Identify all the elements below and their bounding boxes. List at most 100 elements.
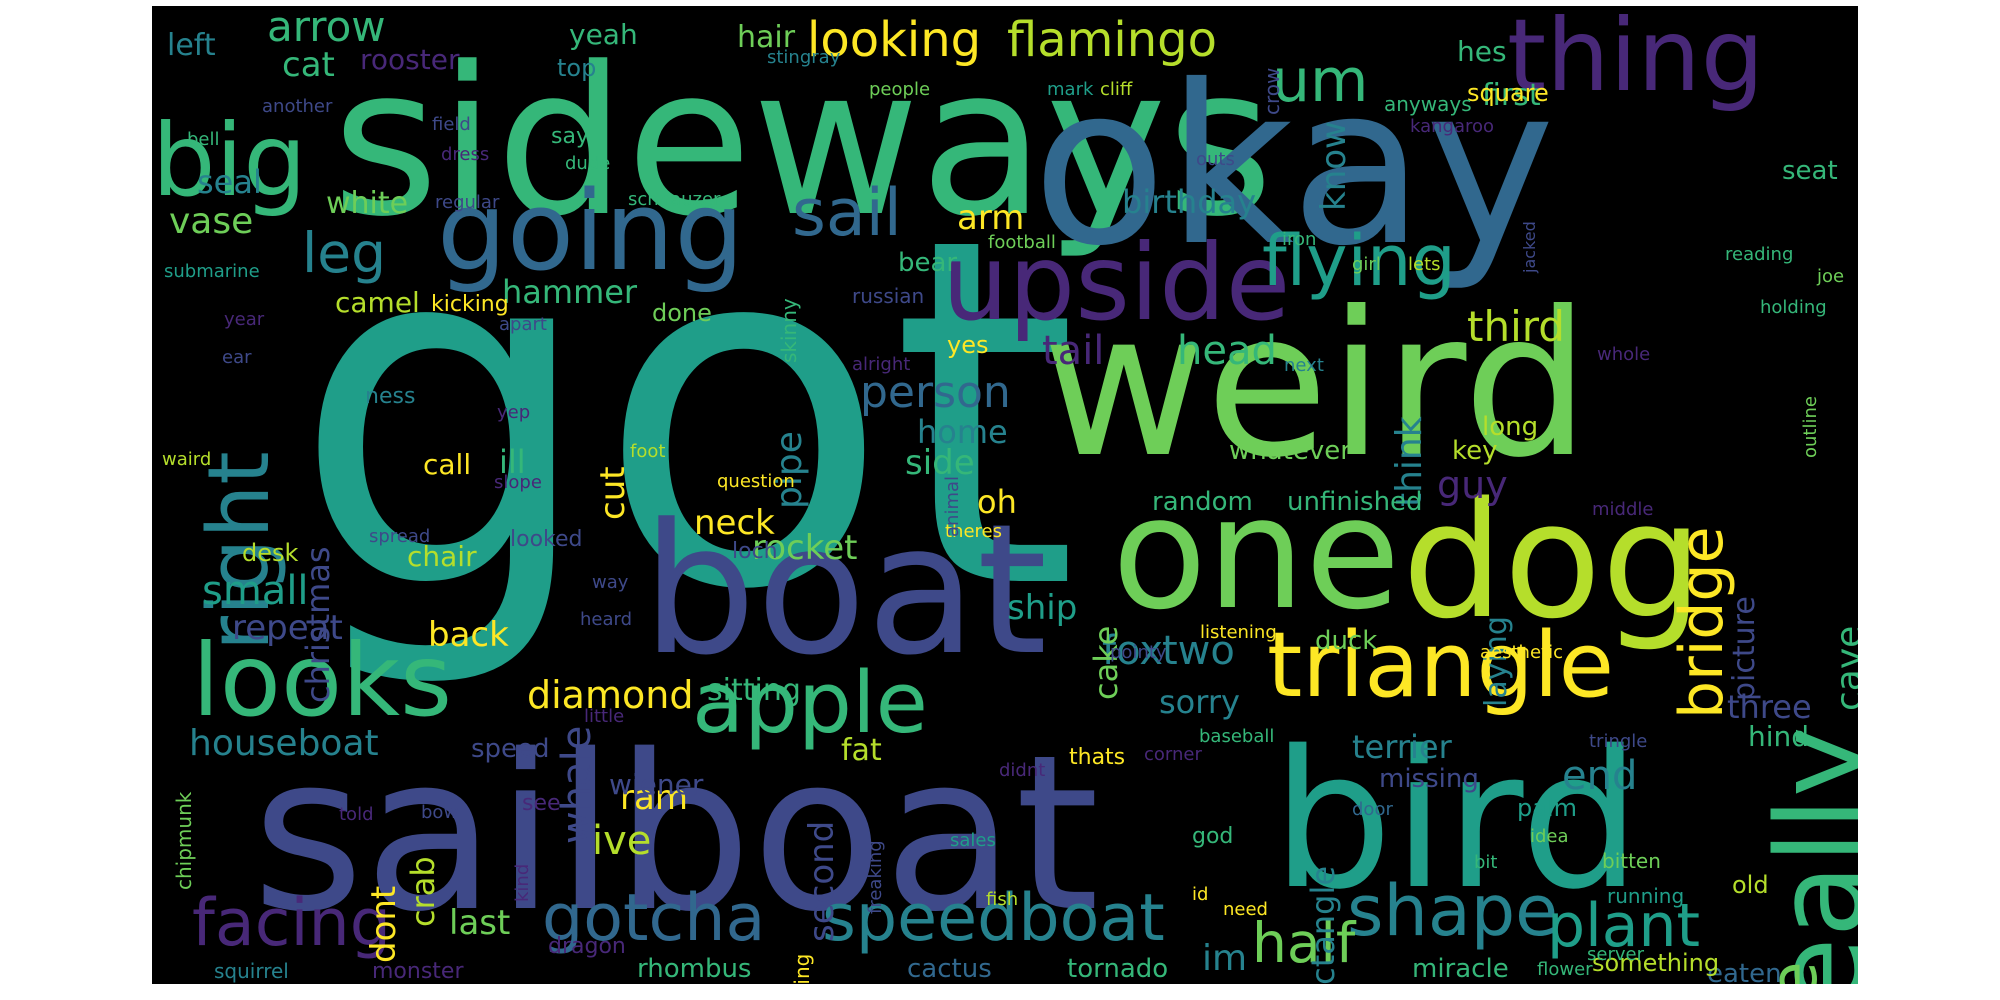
word-something: something bbox=[1592, 949, 1720, 977]
word-left: left bbox=[167, 28, 216, 63]
word-really: really bbox=[1752, 726, 1858, 984]
word-guy: guy bbox=[1437, 463, 1508, 507]
word-picture: picture bbox=[1727, 596, 1762, 701]
word-people: people bbox=[869, 79, 931, 100]
word-key: key bbox=[1452, 436, 1498, 466]
word-chair: chair bbox=[407, 540, 477, 573]
word-theres: theres bbox=[945, 521, 1002, 542]
word-diamond: diamond bbox=[527, 673, 694, 717]
word-stingray: stingray bbox=[767, 47, 841, 68]
word-seal: seal bbox=[197, 163, 262, 201]
word-corner: corner bbox=[1144, 744, 1202, 765]
word-joe: joe bbox=[1817, 266, 1845, 287]
word-baseball: baseball bbox=[1199, 726, 1275, 747]
word-pointy: pointy bbox=[1110, 642, 1167, 663]
word-little: little bbox=[584, 706, 625, 727]
word-alright: alright bbox=[852, 354, 911, 375]
word-eaten: eaten bbox=[1707, 959, 1782, 984]
word-iron: iron bbox=[1282, 229, 1317, 250]
word-animal: animal bbox=[942, 475, 963, 537]
word-arm: arm bbox=[957, 198, 1025, 238]
word-anyways: anyways bbox=[1384, 92, 1472, 116]
word-whale: whale bbox=[554, 725, 600, 844]
word-ship: ship bbox=[1007, 588, 1078, 628]
word-one: one bbox=[1112, 463, 1401, 644]
word-aesthetic: aesthetic bbox=[1480, 642, 1563, 663]
word-side: side bbox=[905, 443, 975, 483]
word-arrow: arrow bbox=[267, 6, 386, 51]
word-dress: dress bbox=[441, 144, 490, 165]
word-flamingo: flamingo bbox=[1007, 12, 1217, 68]
word-tornado: tornado bbox=[1067, 954, 1169, 984]
word-sitting: sitting bbox=[707, 673, 801, 708]
word-sailboat: sailboat bbox=[252, 708, 1100, 959]
word-seat: seat bbox=[1782, 156, 1838, 186]
word-random: random bbox=[1152, 487, 1253, 517]
word-bow: bow bbox=[421, 802, 459, 823]
word-person: person bbox=[860, 367, 1011, 418]
word-sideways: sideways bbox=[332, 24, 1274, 262]
word-chipmunk: chipmunk bbox=[172, 791, 196, 890]
word-triangle: triangle bbox=[1267, 613, 1614, 718]
word-yep: yep bbox=[497, 402, 531, 423]
word-need: need bbox=[1223, 899, 1268, 920]
word-crab: crab bbox=[404, 856, 442, 927]
word-sales: sales bbox=[950, 830, 996, 851]
word-jacked: jacked bbox=[1520, 221, 1539, 273]
word-ness: ness bbox=[365, 384, 416, 409]
word-facing: facing bbox=[192, 886, 391, 961]
word-dont: dont bbox=[364, 885, 404, 963]
word-shape: shape bbox=[1347, 870, 1559, 952]
word-lets: lets bbox=[1408, 254, 1441, 275]
word-done: done bbox=[652, 299, 712, 327]
word-old: old bbox=[1732, 871, 1769, 899]
word-kicking: kicking bbox=[431, 292, 509, 317]
word-russian: russian bbox=[852, 284, 925, 308]
word-schnauzer: schnauzer bbox=[628, 189, 721, 210]
word-hair: hair bbox=[737, 20, 796, 55]
word-bell: bell bbox=[187, 129, 220, 150]
word-apart: apart bbox=[499, 314, 547, 335]
word-know: know bbox=[1314, 121, 1354, 211]
word-bear: bear bbox=[898, 248, 958, 278]
word-year: year bbox=[224, 309, 265, 330]
word-sorry: sorry bbox=[1159, 683, 1240, 721]
word-thats: thats bbox=[1069, 745, 1126, 770]
word-bird: bird bbox=[1272, 710, 1641, 931]
word-plant: plant bbox=[1547, 891, 1701, 961]
word-dude: dude bbox=[565, 153, 611, 174]
word-rhombus: rhombus bbox=[637, 954, 752, 984]
word-regular: regular bbox=[435, 192, 500, 213]
word-wiener: wiener bbox=[609, 768, 704, 801]
word-speedboat: speedboat bbox=[822, 881, 1165, 956]
word-hind: hind bbox=[1748, 720, 1810, 753]
word-tail: tail bbox=[1042, 328, 1105, 374]
word-bit: bit bbox=[1474, 852, 1498, 873]
word-yes: yes bbox=[947, 331, 989, 359]
word-outline: outline bbox=[1800, 396, 1821, 458]
word-cave: cave bbox=[1829, 625, 1858, 711]
word-back: back bbox=[428, 615, 509, 655]
word-dog: dog bbox=[1402, 467, 1704, 654]
word-girl: girl bbox=[1352, 254, 1381, 275]
word-cut: cut bbox=[593, 466, 633, 520]
word-outs: outs bbox=[1196, 149, 1235, 170]
word-football: football bbox=[988, 232, 1056, 253]
word-kind: kind bbox=[512, 863, 533, 902]
word-white: white bbox=[326, 186, 409, 221]
word-crow: crow bbox=[1260, 67, 1284, 115]
word-third: third bbox=[1467, 302, 1565, 351]
word-rectangle: rectangle bbox=[1304, 865, 1342, 984]
word-apple: apple bbox=[692, 654, 928, 753]
word-going: going bbox=[437, 167, 745, 295]
word-birthday: birthday bbox=[1122, 183, 1257, 221]
word-running: running bbox=[1607, 884, 1685, 908]
word-call: call bbox=[423, 448, 472, 481]
word-squirrel: squirrel bbox=[214, 959, 289, 983]
word-boat: boat bbox=[642, 486, 1048, 695]
word-okay: okay bbox=[1032, 38, 1556, 294]
word-question: question bbox=[717, 471, 795, 492]
word-tringle: tringle bbox=[1589, 731, 1648, 752]
word-fat: fat bbox=[841, 733, 882, 768]
word-first: first bbox=[1482, 78, 1541, 113]
